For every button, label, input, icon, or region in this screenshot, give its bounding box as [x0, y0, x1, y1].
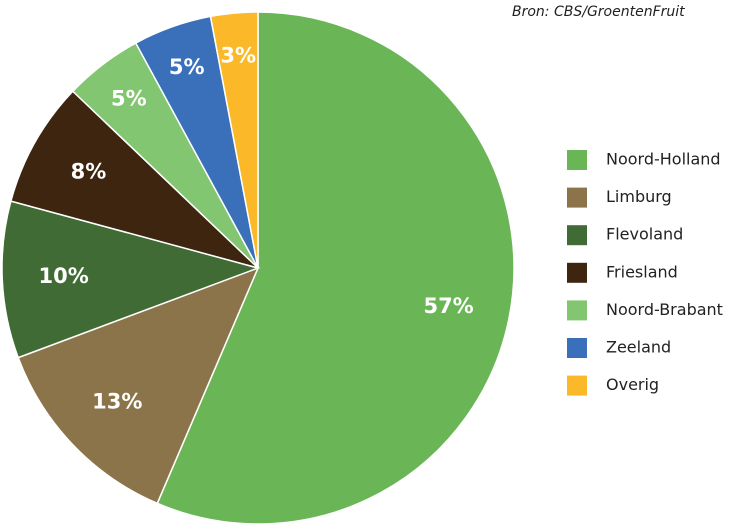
legend-swatch [567, 338, 587, 358]
slice-label: 3% [220, 43, 256, 67]
legend-label: Friesland [606, 262, 678, 281]
legend-label: Noord-Brabant [606, 300, 723, 319]
slice-label: 5% [111, 86, 147, 110]
legend-swatch [567, 300, 587, 321]
legend-swatch [567, 150, 587, 170]
pie-slice [156, 11, 515, 525]
pie-slice [9, 90, 259, 269]
pie-slice [1, 200, 261, 359]
pie-slice [17, 266, 260, 505]
slice-label: 10% [39, 264, 89, 288]
legend-label: Limburg [606, 187, 672, 206]
legend-label: Flevoland [606, 225, 683, 244]
legend-swatch [567, 187, 587, 208]
slice-label: 5% [169, 55, 205, 79]
source: Bron: CBS/GroentenFruit [512, 4, 685, 20]
pie-slice [209, 11, 259, 269]
legend-label: Overig [606, 375, 659, 394]
slice-label: 13% [92, 389, 142, 413]
legend-swatch [567, 262, 587, 283]
legend-label: Zeeland [606, 338, 671, 357]
legend-swatch [567, 225, 587, 246]
slice-label: 57% [423, 294, 473, 318]
legend-label: Noord-Holland [606, 150, 721, 169]
legend-swatch [567, 375, 587, 396]
slice-label: 8% [71, 159, 107, 183]
